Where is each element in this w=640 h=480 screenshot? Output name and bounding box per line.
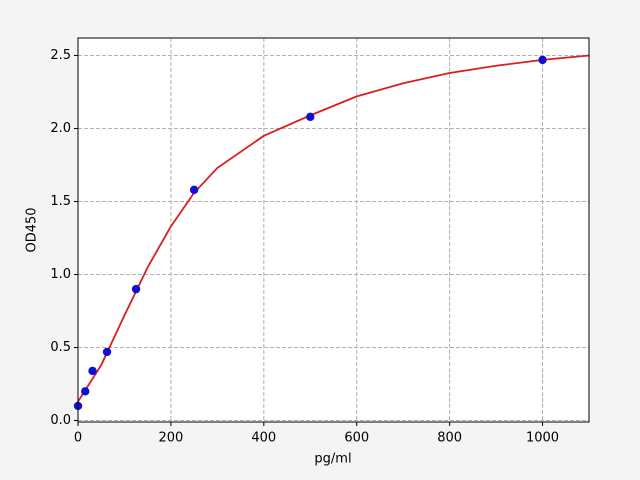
x-axis-label: pg/ml	[314, 452, 351, 467]
y-tick-label: 1.5	[50, 194, 71, 209]
x-tick-label: 1000	[526, 431, 559, 446]
x-tick-label: 800	[437, 431, 462, 446]
data-point	[189, 185, 199, 195]
y-tick-label: 0.0	[50, 413, 71, 428]
x-tick-label: 0	[74, 431, 82, 446]
fit-curve	[77, 54, 590, 403]
x-tick-label: 600	[344, 431, 369, 446]
y-tick-label: 1.0	[50, 267, 71, 282]
x-tick-label: 200	[158, 431, 183, 446]
data-point	[81, 387, 90, 396]
data-point	[131, 284, 141, 294]
data-point	[102, 347, 112, 357]
y-tick-label: 2.5	[50, 48, 71, 63]
y-tick-label: 2.0	[50, 121, 71, 136]
data-point	[88, 366, 97, 376]
plot-frame	[77, 37, 590, 423]
y-axis-label: OD450	[25, 207, 40, 252]
data-point	[538, 55, 547, 65]
plot-area	[78, 38, 589, 422]
y-tick-label: 0.5	[50, 340, 71, 355]
data-point	[306, 112, 315, 122]
x-tick-label: 400	[251, 431, 276, 446]
